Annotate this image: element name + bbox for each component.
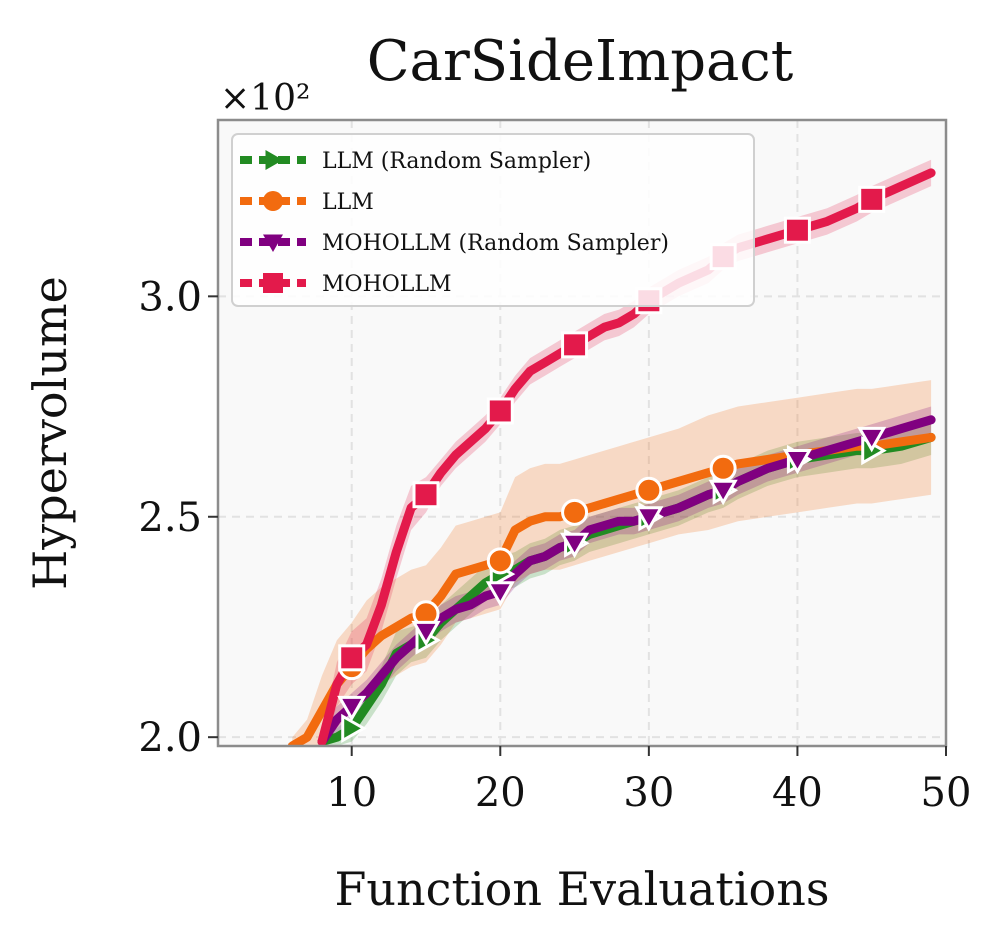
chart-title: CarSideImpact [367,29,794,94]
marker-point-series-3 [412,481,440,509]
marker-point-series-3 [858,185,886,213]
marker-point-series-1 [709,454,737,482]
y-tick-label: 2.0 [138,715,202,761]
plot-frame [216,118,948,748]
marker-point-series-2 [857,426,887,453]
marker-point-series-3 [338,644,366,672]
marker-point-series-1 [635,476,663,504]
marker-point-series-2 [485,581,515,607]
legend-marker-1 [263,191,283,211]
marker-point-series-0 [341,713,367,743]
series-line-1 [287,432,936,746]
legend-box [231,133,755,307]
axis-ticks: 10 20 30 40 50 2.0 2.5 3.0 [138,274,971,816]
legend-label-2: MOHOLLM (Random Sampler) [322,231,669,256]
marker-point-series-1 [486,547,514,575]
y-axis-label: Hypervolume [23,276,77,590]
x-tick-label: 30 [623,770,674,816]
legend-label-3: MOHOLLM [322,272,452,297]
marker-point-series-2 [337,695,367,722]
marker-point-series-1 [561,498,589,526]
scale-label: ×10² [220,78,310,119]
legend-label-1: LLM [322,190,374,215]
y-tick-label: 2.5 [138,495,202,541]
marker-point-series-2 [708,479,738,506]
x-tick-label: 40 [772,770,823,816]
legend-marker-0 [265,150,283,170]
x-axis-label: Function Evaluations [335,862,830,916]
legend-label-0: LLM (Random Sampler) [322,149,591,174]
marker-point-series-2 [782,448,813,475]
marker-point-series-3 [783,216,811,244]
x-tick-label: 10 [326,770,377,816]
y-tick-label: 3.0 [138,274,202,320]
marker-point-series-2 [634,506,664,532]
legend: LLM (Random Sampler) LLM MOHOLLM (Random S… [231,133,755,307]
x-tick-label: 20 [475,770,526,816]
marker-point-series-3 [486,397,514,425]
marker-point-series-3 [561,331,589,359]
x-tick-label: 50 [921,770,972,816]
legend-marker-2 [263,234,283,252]
marker-point-series-2 [411,620,441,647]
legend-marker-3 [263,273,283,293]
marker-point-series-2 [559,532,590,559]
